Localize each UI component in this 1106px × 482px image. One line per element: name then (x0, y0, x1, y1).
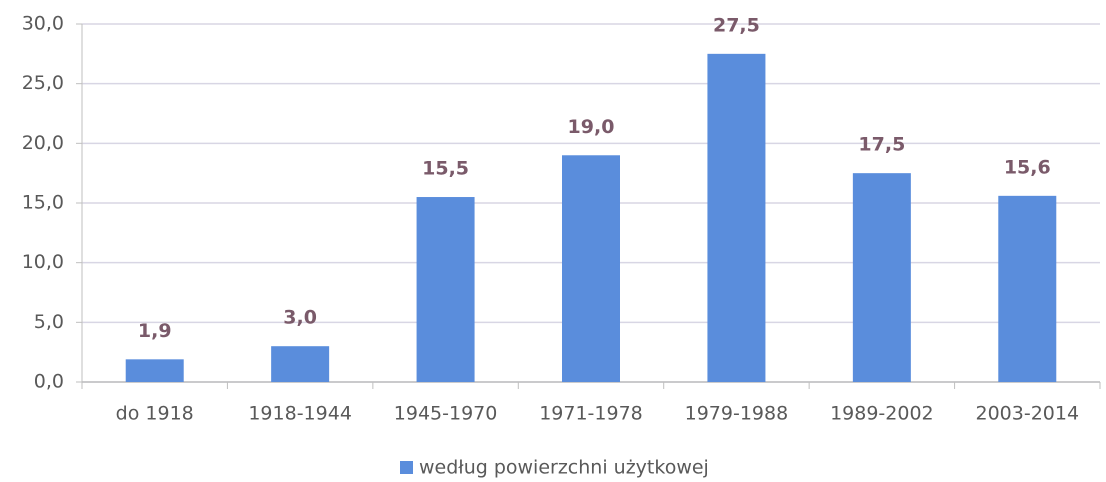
bar (852, 173, 911, 382)
y-tick-label: 20,0 (22, 132, 64, 154)
legend-swatch (400, 461, 413, 474)
bar (562, 155, 620, 382)
legend-label: według powierzchni użytkowej (419, 457, 709, 479)
bar (271, 346, 330, 382)
bar (125, 359, 184, 382)
x-tick-label: 1971-1978 (539, 403, 643, 425)
x-tick-label: 1945-1970 (394, 403, 498, 425)
y-tick-label: 15,0 (22, 192, 64, 214)
x-tick-label: 1979-1988 (685, 403, 789, 425)
bar (998, 195, 1057, 382)
y-tick-label: 10,0 (22, 251, 64, 273)
bar (416, 197, 475, 382)
value-label: 1,9 (138, 320, 172, 342)
x-tick-label: 1989-2002 (830, 403, 934, 425)
y-tick-label: 5,0 (34, 311, 64, 333)
value-label: 19,0 (568, 116, 615, 138)
y-tick-label: 0,0 (34, 371, 64, 393)
value-label: 27,5 (713, 14, 760, 36)
value-label: 15,6 (1004, 156, 1051, 178)
x-tick-label: 1918-1944 (248, 403, 352, 425)
value-label: 17,5 (858, 134, 905, 156)
y-tick-label: 30,0 (22, 13, 64, 35)
value-label: 3,0 (283, 307, 317, 329)
y-tick-label: 25,0 (22, 72, 64, 94)
bar (707, 53, 766, 382)
x-tick-label: do 1918 (116, 403, 194, 425)
value-label: 15,5 (422, 158, 469, 180)
x-tick-label: 2003-2014 (975, 403, 1079, 425)
